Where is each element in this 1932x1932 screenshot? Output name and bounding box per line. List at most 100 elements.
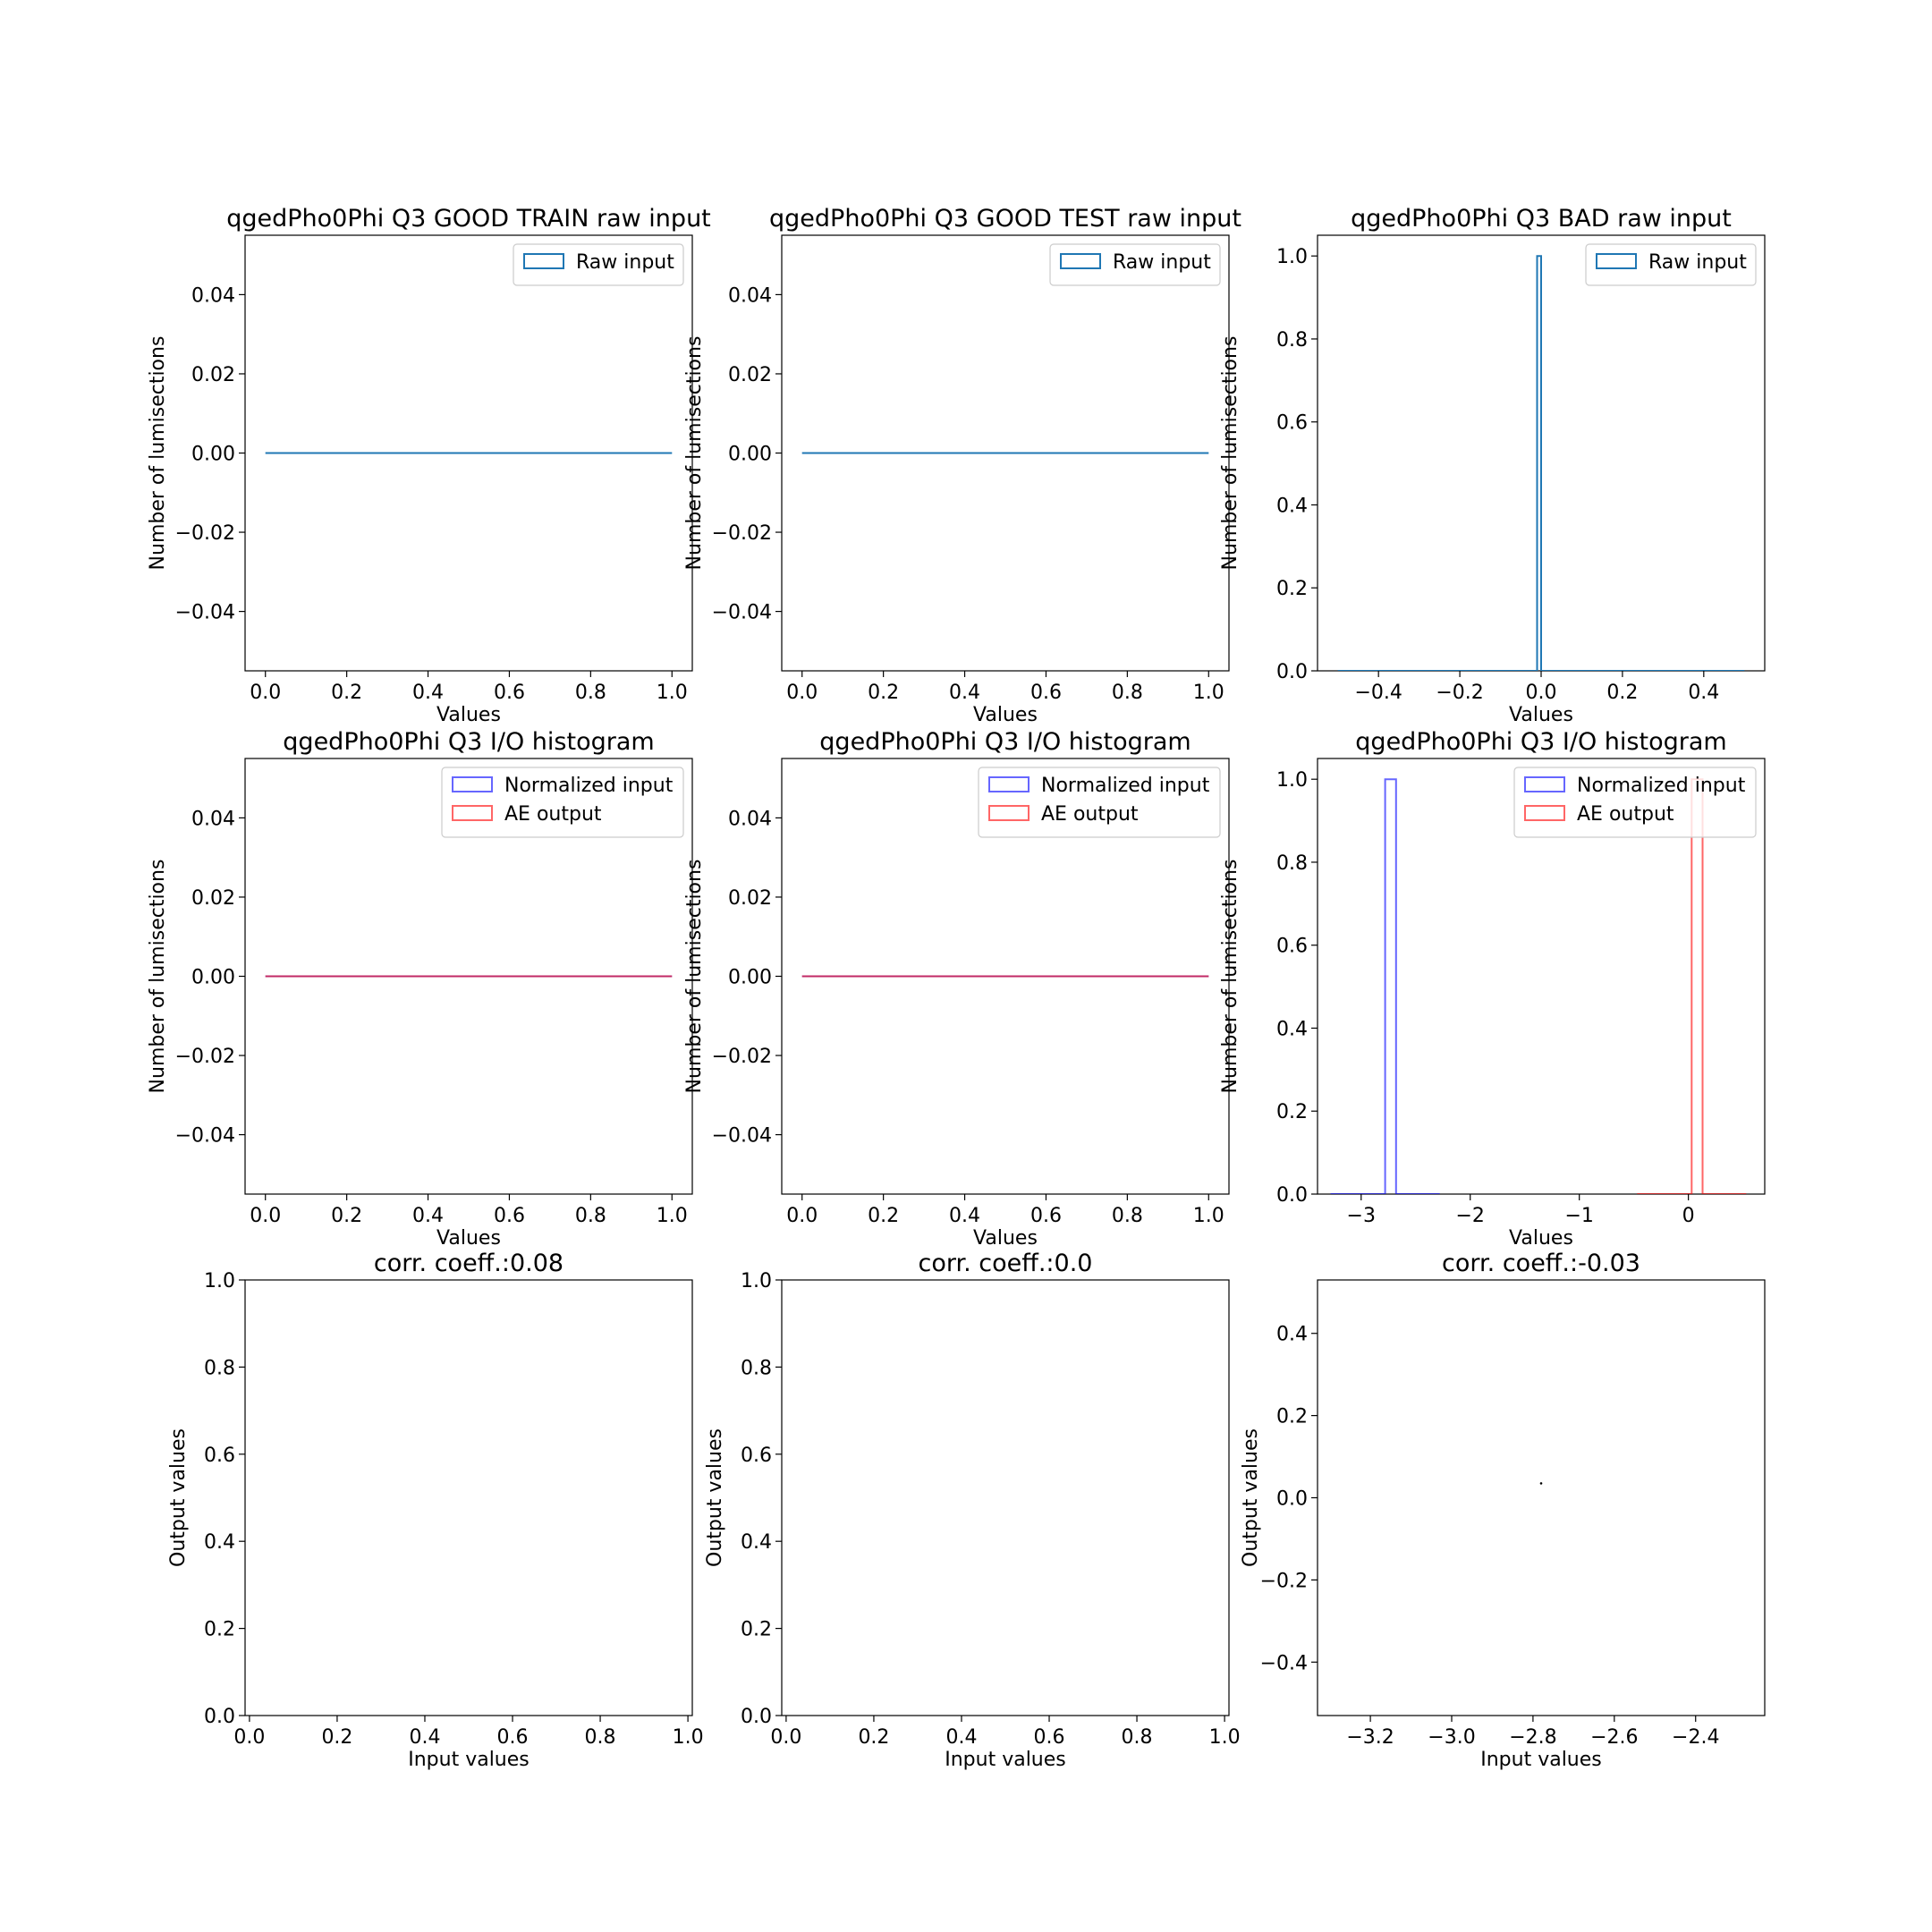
plot-area <box>1337 255 1745 671</box>
x-tick-label: 0.2 <box>1606 682 1638 704</box>
x-tick-label: 0.4 <box>412 1205 444 1227</box>
y-tick-label: 0.8 <box>1276 329 1308 352</box>
x-tick-label: 0.0 <box>250 682 281 704</box>
legend-label: Normalized input <box>1041 775 1210 797</box>
x-tick-label: 0.6 <box>1034 1726 1065 1749</box>
y-tick-label: −0.02 <box>712 522 772 545</box>
y-tick-label: 0.0 <box>1276 661 1308 683</box>
legend-label: Raw input <box>1113 251 1211 274</box>
y-axis-label: Number of lumisections <box>683 336 706 571</box>
legend: Normalized input AE output <box>441 767 684 838</box>
y-tick-label: 0.4 <box>1276 1324 1308 1346</box>
y-tick-label: −0.02 <box>712 1046 772 1068</box>
y-axis-label: Number of lumisections <box>147 336 169 571</box>
y-tick-label: −0.04 <box>175 602 235 624</box>
x-axis-label: Values <box>973 704 1038 726</box>
x-tick-label: 0.0 <box>233 1726 265 1749</box>
x-axis-label: Input values <box>1480 1749 1602 1771</box>
y-axis-label: Number of lumisections <box>683 860 706 1094</box>
x-tick-label: 0.8 <box>1112 1205 1143 1227</box>
y-tick-label: −0.04 <box>175 1125 235 1148</box>
x-tick-label: −3.2 <box>1346 1726 1394 1749</box>
chart-title: qgedPho0Phi Q3 GOOD TRAIN raw input <box>226 205 711 233</box>
x-tick-label: 0.8 <box>575 682 606 704</box>
x-tick-label: 0.4 <box>949 682 980 704</box>
legend-label: AE output <box>1041 803 1139 826</box>
legend: Normalized input AE output <box>1513 767 1757 838</box>
x-axis-label: Values <box>1509 1227 1573 1250</box>
y-tick-label: 0.2 <box>1276 1406 1308 1428</box>
y-tick-label: −0.02 <box>175 522 235 545</box>
x-tick-label: 0.8 <box>585 1726 616 1749</box>
histogram-step-raw-input <box>1337 255 1745 671</box>
x-axis-label: Input values <box>408 1749 530 1771</box>
y-tick-label: −0.04 <box>712 602 772 624</box>
x-tick-label: 0.4 <box>412 682 444 704</box>
legend-swatch <box>1524 776 1565 792</box>
x-tick-label: 1.0 <box>1209 1726 1241 1749</box>
legend-box <box>1513 767 1757 838</box>
y-tick-label: −0.4 <box>1260 1652 1308 1674</box>
legend-swatch <box>452 805 493 821</box>
legend: Raw input <box>1585 243 1757 286</box>
x-tick-label: −0.2 <box>1436 682 1483 704</box>
y-axis-label: Number of lumisections <box>1219 336 1241 571</box>
x-tick-label: 0.0 <box>250 1205 281 1227</box>
legend-label: Normalized input <box>504 775 674 797</box>
x-tick-label: 0.0 <box>770 1726 801 1749</box>
y-tick-label: 0.8 <box>741 1357 772 1379</box>
legend-swatch <box>523 253 564 269</box>
y-tick-label: 0.00 <box>728 967 772 989</box>
x-tick-label: 0.8 <box>575 1205 606 1227</box>
chart-title: qgedPho0Phi Q3 I/O histogram <box>819 728 1191 756</box>
y-tick-label: 0.6 <box>204 1445 235 1467</box>
x-tick-label: 0.2 <box>331 682 362 704</box>
y-tick-label: 0.4 <box>1276 495 1308 517</box>
x-tick-label: 0.0 <box>786 682 818 704</box>
chart-title: qgedPho0Phi Q3 GOOD TEST raw input <box>769 205 1241 233</box>
legend-swatch <box>1524 805 1565 821</box>
x-tick-label: 1.0 <box>657 1205 688 1227</box>
x-axis-label: Values <box>436 1227 501 1250</box>
legend: Normalized input AE output <box>978 767 1221 838</box>
y-tick-label: 0.04 <box>728 284 772 307</box>
x-tick-label: 0.0 <box>1526 682 1557 704</box>
y-tick-label: 0.8 <box>1276 852 1308 875</box>
panel-6: qgedPho0Phi Q3 I/O histogram −3 −2 −1 0 0.0 0.… <box>1219 728 1766 1250</box>
legend-swatch <box>452 776 493 792</box>
x-tick-label: −2.6 <box>1590 1726 1638 1749</box>
x-axis-label: Values <box>436 704 501 726</box>
x-axis-label: Values <box>973 1227 1038 1250</box>
y-axis-label: Number of lumisections <box>1219 860 1241 1094</box>
panel-1: qgedPho0Phi Q3 GOOD TRAIN raw input 0.0 0.… <box>147 205 711 726</box>
panel-5: qgedPho0Phi Q3 I/O histogram 0.0 0.2 0.4 0.6… <box>683 728 1230 1250</box>
axes-frame <box>1317 1279 1766 1716</box>
panel-9: corr. coeff.:-0.03 −3.2 −3.0 −2.8 −2.6 −2.4 −0… <box>1240 1250 1766 1771</box>
x-tick-label: 0.8 <box>1112 682 1143 704</box>
y-tick-label: 0.8 <box>204 1357 235 1379</box>
y-tick-label: 0.00 <box>191 967 235 989</box>
x-tick-label: 1.0 <box>1193 1205 1224 1227</box>
chart-title: qgedPho0Phi Q3 I/O histogram <box>283 728 654 756</box>
panel-8: corr. coeff.:0.0 0.0 0.2 0.4 0.6 0.8 1.0 0.0 0.2… <box>704 1250 1241 1771</box>
x-tick-label: 0.4 <box>945 1726 977 1749</box>
legend: Raw input <box>513 243 684 286</box>
x-tick-label: 0.2 <box>331 1205 362 1227</box>
x-tick-label: 0.8 <box>1122 1726 1153 1749</box>
legend-box <box>978 767 1221 838</box>
plot-area <box>1539 1482 1543 1485</box>
x-tick-label: 1.0 <box>657 682 688 704</box>
x-tick-label: 0.0 <box>786 1205 818 1227</box>
y-tick-label: −0.2 <box>1260 1570 1308 1592</box>
x-tick-label: −2 <box>1456 1205 1485 1227</box>
y-tick-label: 0.02 <box>191 887 235 910</box>
panel-3: qgedPho0Phi Q3 BAD raw input −0.4 −0.2 0.0 0… <box>1219 205 1766 726</box>
x-tick-label: 1.0 <box>1193 682 1224 704</box>
legend-label: Raw input <box>576 251 674 274</box>
panel-4: qgedPho0Phi Q3 I/O histogram 0.0 0.2 0.4 0.6… <box>147 728 693 1250</box>
y-tick-label: 0.04 <box>728 808 772 830</box>
x-tick-label: 0.4 <box>409 1726 440 1749</box>
y-tick-label: 0.04 <box>191 808 235 830</box>
y-axis-label: Output values <box>704 1428 726 1567</box>
legend-swatch <box>988 776 1030 792</box>
